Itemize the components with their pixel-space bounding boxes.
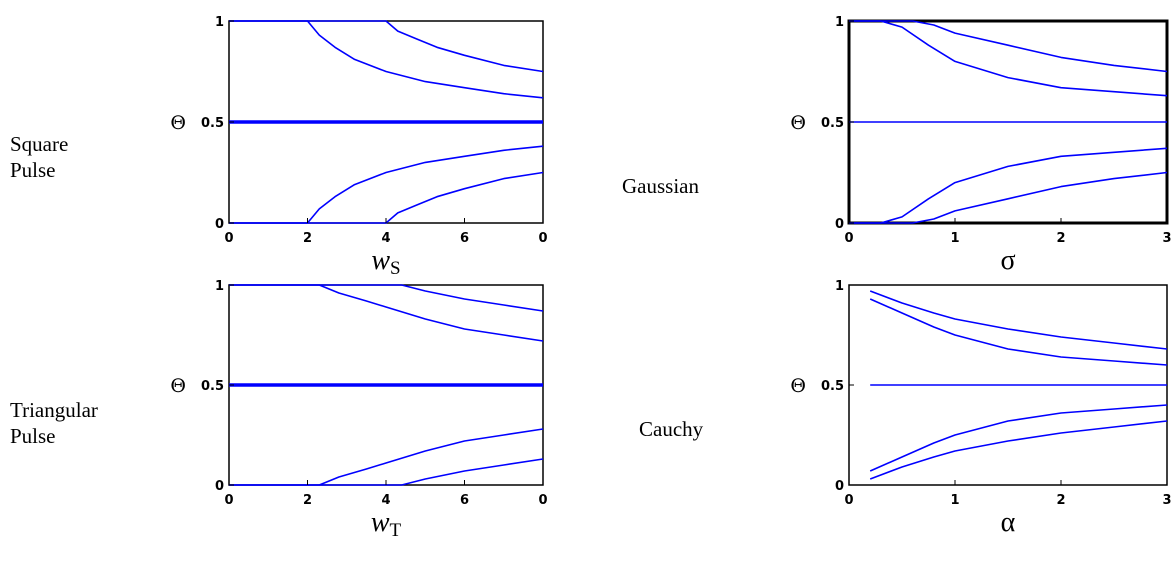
x-tick-label: 3 [1162, 231, 1171, 246]
y-tick-label: 0 [835, 217, 844, 232]
y-tick-label: 1 [215, 279, 224, 294]
series-line-1 [229, 284, 544, 342]
x-tick-label: 4 [381, 231, 390, 246]
series-line-4 [869, 404, 1168, 472]
x-tick-label: 1 [950, 493, 959, 508]
x-tick-label: 1 [950, 231, 959, 246]
x-axis-label-subscript: S [390, 258, 401, 279]
y-tick-label: 0.5 [201, 116, 224, 131]
x-tick-label: 6 [460, 231, 469, 246]
y-tick-label: 0 [835, 479, 844, 494]
y-tick-label: 1 [835, 279, 844, 294]
x-tick-label: 0 [538, 231, 547, 246]
x-tick-label: 0 [224, 231, 233, 246]
x-tick-label: 4 [381, 493, 390, 508]
x-axis-label: α [1001, 507, 1016, 538]
row-label-triangular-pulse: Triangular Pulse [10, 398, 98, 448]
x-axis-label: wT [371, 507, 402, 541]
series-line-5 [229, 458, 544, 486]
series-line-2 [229, 20, 544, 73]
x-tick-label: 0 [224, 493, 233, 508]
x-axis-label-subscript: T [390, 520, 402, 541]
row-label-square-pulse: Square Pulse [10, 132, 69, 182]
row-label-cauchy: Cauchy [639, 417, 704, 441]
x-tick-label: 0 [844, 231, 853, 246]
x-tick-label: 2 [303, 231, 312, 246]
series-line-1 [229, 20, 544, 99]
x-tick-label: 0 [538, 493, 547, 508]
row-label-gaussian: Gaussian [622, 174, 699, 198]
series-line-2 [229, 284, 544, 312]
y-tick-label: 0 [215, 479, 224, 494]
series-line-5 [229, 171, 544, 224]
x-tick-label: 0 [844, 493, 853, 508]
x-axis-label: σ [1000, 245, 1015, 276]
x-tick-label: 6 [460, 493, 469, 508]
series-line-4 [229, 145, 544, 224]
series-line-2 [849, 20, 1168, 73]
series-line-4 [849, 147, 1168, 224]
y-tick-label: 0 [215, 217, 224, 232]
x-tick-label: 2 [303, 493, 312, 508]
x-axis-label: wS [371, 245, 400, 279]
panel-cauchy: 0 1 2 3 0 0.5 1 Θα [790, 279, 1171, 538]
y-tick-label: 1 [835, 15, 844, 30]
y-axis-label: Θ [790, 375, 806, 397]
series-line-4 [229, 428, 544, 486]
series-line-2 [869, 290, 1168, 350]
y-tick-label: 0.5 [821, 379, 844, 394]
series-line-1 [869, 298, 1168, 366]
panel-gaussian: 0 1 2 3 0 0.5 1 Θσ [790, 15, 1171, 276]
y-tick-label: 0.5 [201, 379, 224, 394]
x-tick-label: 3 [1162, 493, 1171, 508]
series-line-1 [849, 20, 1168, 97]
y-tick-label: 1 [215, 15, 224, 30]
x-tick-label: 2 [1056, 231, 1065, 246]
series-line-5 [849, 171, 1168, 224]
x-tick-label: 2 [1056, 493, 1065, 508]
y-tick-label: 0.5 [821, 116, 844, 131]
y-axis-label: Θ [790, 112, 806, 134]
y-axis-label: Θ [170, 375, 186, 397]
series-line-5 [869, 420, 1168, 480]
y-axis-label: Θ [170, 112, 186, 134]
